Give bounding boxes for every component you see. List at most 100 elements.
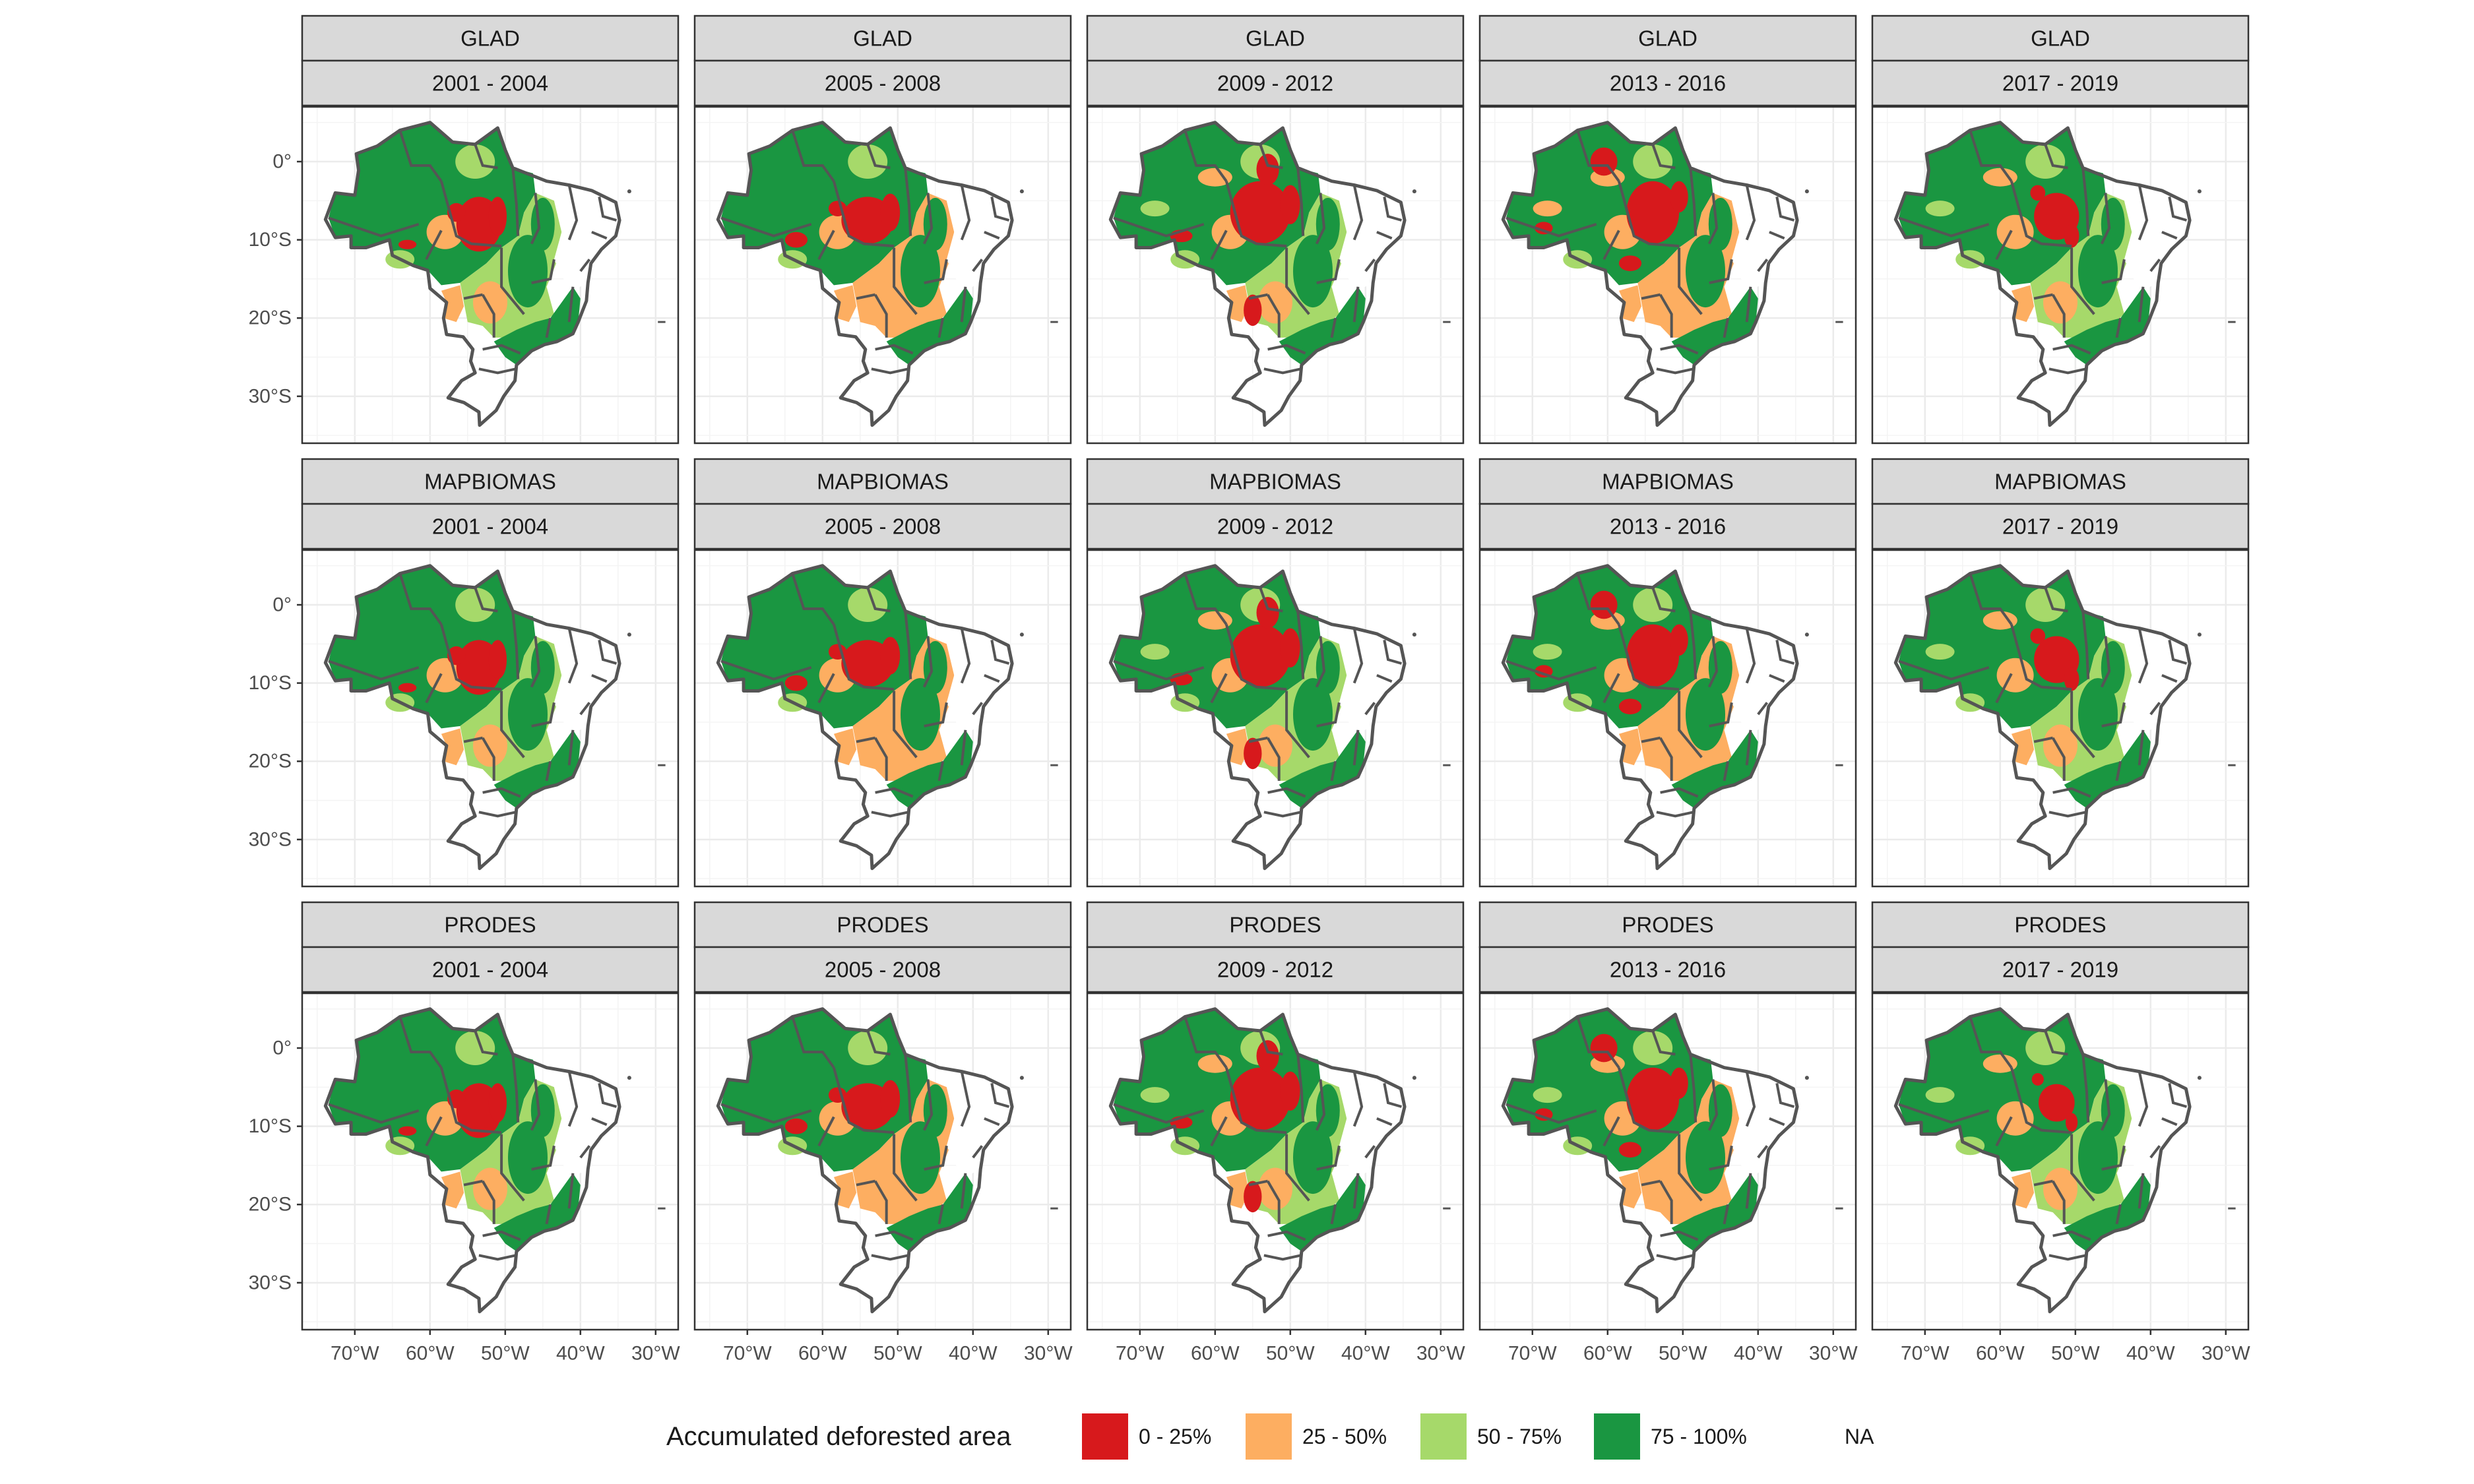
patch-deforested-red <box>1230 181 1290 244</box>
strip-period-label: 2009 - 2012 <box>1217 71 1333 96</box>
state-border <box>922 636 934 688</box>
state-border <box>1113 216 1205 237</box>
state-border <box>1263 1254 1302 1261</box>
state-border <box>1285 247 1310 315</box>
state-border <box>545 760 552 782</box>
state-border <box>1969 572 2013 625</box>
patch-deforested-red <box>1626 181 1680 244</box>
state-border <box>439 181 502 248</box>
panel-border <box>1871 992 2250 1331</box>
panel-border <box>301 549 680 888</box>
facet-panel-glad-5: GLAD 2017 - 2019 <box>1871 15 2250 445</box>
state-border <box>791 572 835 625</box>
state-border <box>937 760 945 782</box>
state-border <box>1656 811 1694 818</box>
country-outline <box>716 121 1014 427</box>
legend-title: Accumulated deforested area <box>666 1422 1011 1451</box>
state-border <box>937 1204 945 1225</box>
patch-deforested-red <box>1230 624 1290 687</box>
state-border <box>530 636 541 688</box>
patch-amazon-light <box>1633 1031 1673 1066</box>
facet-panel-glad-1: GLAD 2001 - 2004 0° 10°S 20°S 30°S <box>249 15 680 445</box>
state-border <box>567 286 575 323</box>
brazil-map <box>323 121 666 427</box>
legend-label: 0 - 25% <box>1139 1425 1211 1448</box>
state-border <box>960 286 967 323</box>
patch-cerrado-green <box>1686 678 1725 751</box>
state-border <box>2168 1083 2188 1108</box>
patch-amazon-orange <box>1925 1087 1955 1103</box>
state-border <box>1969 1016 2013 1068</box>
state-border <box>531 259 555 284</box>
state-border <box>984 673 1000 683</box>
state-border <box>2051 1180 2066 1224</box>
brazil-map <box>1501 564 1843 871</box>
patch-deforested-red <box>1280 1071 1300 1111</box>
state-border <box>2010 181 2072 248</box>
state-border <box>1775 640 1795 665</box>
state-border <box>2052 787 2091 798</box>
region-atlantic <box>493 729 581 809</box>
state-border <box>1651 144 1676 170</box>
state-border <box>1352 185 1364 241</box>
state-border <box>1602 673 1620 704</box>
strip-source-label: MAPBIOMAS <box>817 470 949 494</box>
state-border <box>817 673 835 704</box>
panel-border <box>1871 106 2250 445</box>
state-border <box>832 1067 895 1134</box>
x-tick-label: 60°W <box>1583 1343 1632 1365</box>
state-border <box>960 1173 967 1209</box>
state-border <box>1259 1030 1283 1056</box>
patch-deforested-red <box>1670 181 1688 213</box>
strip-source-label: PRODES <box>444 913 536 937</box>
facet-panel-prodes-4: PRODES 2013 - 2016 70°W 60°W 50°W 40°W 30°W <box>1478 901 1858 1365</box>
region-atlantic <box>493 286 581 365</box>
legend: Accumulated deforested area 0 - 25% 25 - 5… <box>666 1413 1874 1460</box>
region-atlantic <box>1279 1173 1366 1252</box>
state-border <box>1660 787 1699 798</box>
state-border <box>2138 628 2149 684</box>
state-border <box>873 294 888 338</box>
brazil-map <box>716 1007 1058 1314</box>
state-border <box>1995 673 2013 704</box>
patch-deforested-red <box>880 636 901 675</box>
brazil-map <box>1501 1007 1843 1314</box>
patch-deforested-red <box>1280 185 1300 224</box>
state-border <box>2115 1204 2122 1225</box>
strip-period <box>301 503 680 550</box>
state-border <box>937 317 945 338</box>
state-border <box>1315 193 1326 245</box>
patch-cerrado-green <box>1316 1084 1340 1137</box>
state-border <box>1224 181 1287 248</box>
x-tick-label: 50°W <box>873 1343 922 1365</box>
state-border <box>2168 640 2188 665</box>
state-border <box>984 230 1000 240</box>
patch-cerrado-green <box>1686 235 1725 308</box>
state-border <box>1383 1083 1403 1108</box>
strip-source-label: GLAD <box>2031 26 2090 51</box>
state-border <box>1678 691 1703 758</box>
state-border <box>1656 1254 1694 1261</box>
x-tick-label: 70°W <box>723 1343 772 1365</box>
state-border <box>1757 702 1769 716</box>
legend-key <box>1594 1413 1640 1460</box>
panel-border <box>1086 106 1465 445</box>
state-border <box>2052 344 2091 355</box>
patch-cerrado-green <box>923 640 947 694</box>
y-tick-label: 20°S <box>249 307 292 329</box>
patch-amazon-orange <box>1533 1087 1562 1103</box>
state-border <box>1184 1016 1228 1068</box>
state-border <box>1641 1179 1661 1187</box>
patch-deforested-red <box>1256 597 1279 629</box>
state-border <box>2168 197 2188 222</box>
patch-amazon-light <box>455 1031 495 1066</box>
patch-deforested-red <box>1626 1067 1680 1130</box>
strip-period-label: 2013 - 2016 <box>1610 514 1726 539</box>
strip-period <box>1478 503 1857 550</box>
state-border <box>1113 1103 1205 1124</box>
state-border <box>791 129 835 182</box>
state-border <box>1659 294 1673 338</box>
state-border <box>1995 1116 2013 1147</box>
patch-cerrado-green <box>2078 1121 2118 1194</box>
brazil-map <box>716 564 1058 871</box>
